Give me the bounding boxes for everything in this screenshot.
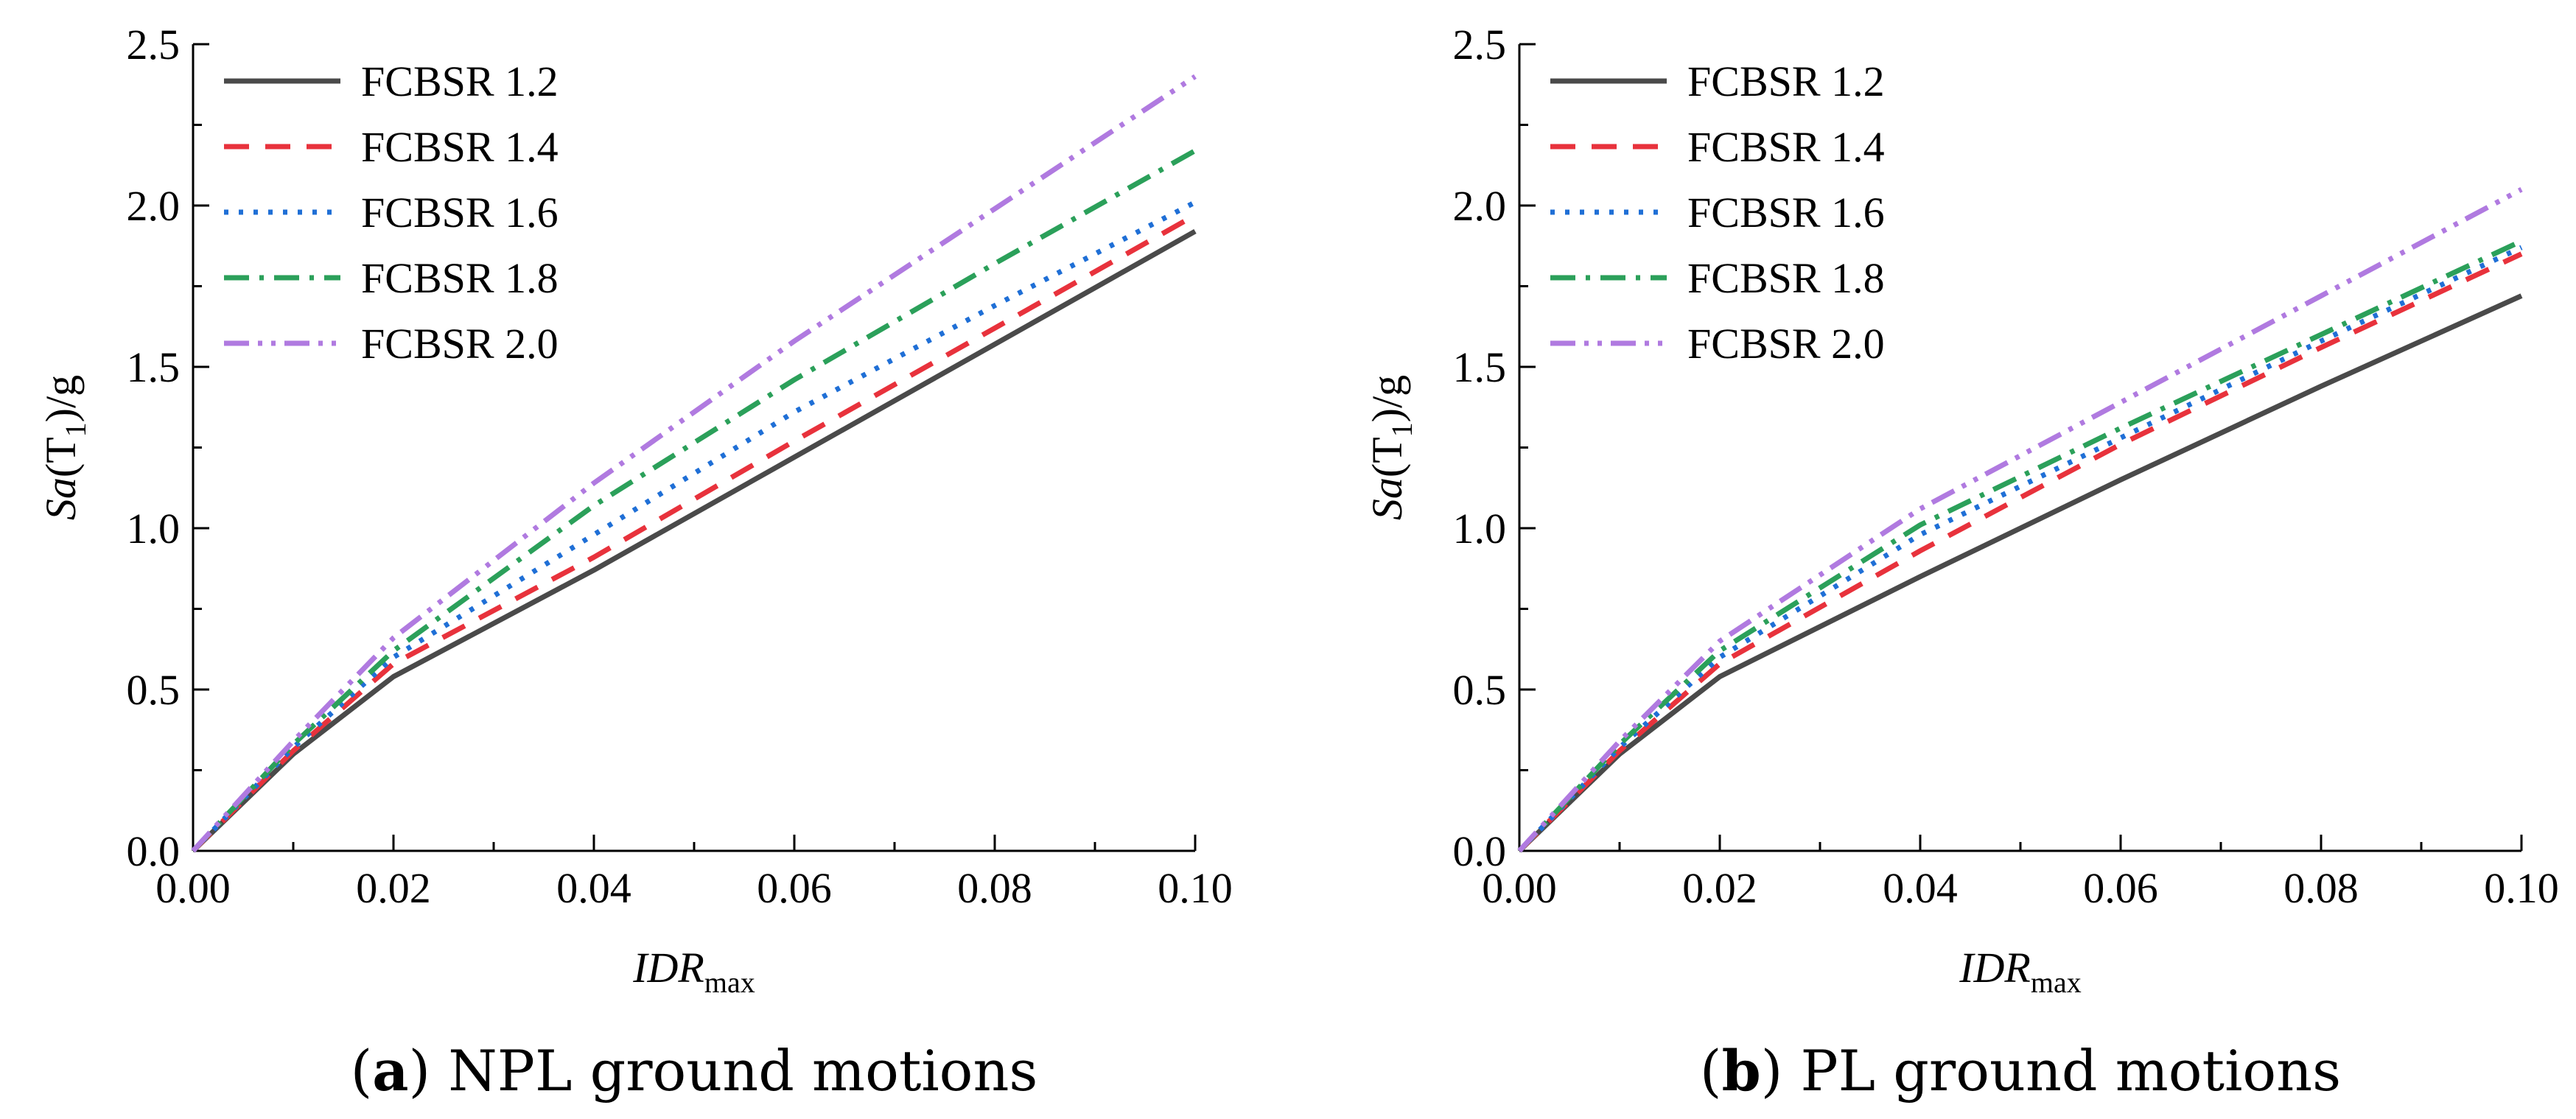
x-tick-label: 0.06 [757, 864, 832, 912]
series-line-fcbsr-1-6 [191, 200, 1197, 853]
y-tick-label: 0.0 [127, 827, 181, 875]
legend-label: FCBSR 2.0 [1687, 320, 1885, 368]
chart-panel-b: 0.00 0.02 0.04 0.06 0.08 0.10 0.0 0.5 1.0 1.5 2.0 2… [1363, 21, 2559, 1104]
y-tick-label: 2.5 [1453, 21, 1507, 69]
series-line-fcbsr-1-4 [191, 213, 1197, 853]
y-tick-label: 1.0 [1453, 505, 1507, 553]
y-tick-label: 1.5 [1453, 343, 1507, 391]
legend-label: FCBSR 1.4 [361, 123, 559, 171]
series-line-fcbsr-1-8 [1517, 239, 2523, 853]
x-tick-label: 0.06 [2083, 864, 2158, 912]
legend-label: FCBSR 1.2 [1687, 57, 1885, 105]
legend-label: FCBSR 1.6 [361, 189, 559, 236]
series-line-fcbsr-1-6 [1517, 245, 2523, 853]
legend-label: FCBSR 2.0 [361, 320, 559, 368]
legend-label: FCBSR 1.2 [361, 57, 559, 105]
x-tick-label: 0.00 [155, 864, 231, 912]
x-tick-label: 0.10 [2484, 864, 2559, 912]
y-axis-label: Sa(T1)/g [37, 375, 92, 520]
x-tick-label: 0.10 [1158, 864, 1233, 912]
x-tick-label: 0.02 [1682, 864, 1757, 912]
x-tick-label: 0.04 [556, 864, 631, 912]
panel-caption: (b) PL ground motions [1700, 1038, 2341, 1104]
series-line-fcbsr-2-0 [191, 74, 1197, 853]
x-axis-label: IDRmax [1959, 944, 2082, 999]
y-tick-label: 2.0 [1453, 182, 1507, 230]
x-tick-label: 0.08 [2283, 864, 2359, 912]
y-tick-label: 2.0 [127, 182, 181, 230]
y-tick-label: 1.5 [127, 343, 181, 391]
series-line-fcbsr-1-8 [191, 148, 1197, 853]
y-tick-label: 0.5 [1453, 666, 1507, 714]
panel-caption: (a) NPL ground motions [351, 1038, 1038, 1104]
legend-label: FCBSR 1.8 [361, 254, 559, 302]
y-tick-label: 2.5 [127, 21, 181, 69]
chart-panel-a: 0.00 0.02 0.04 0.06 0.08 0.10 0.0 0.5 1.0 1.5 2.0 2… [37, 21, 1233, 1104]
x-axis-label: IDRmax [632, 944, 755, 999]
x-tick-label: 0.08 [957, 864, 1032, 912]
y-tick-label: 0.0 [1453, 827, 1507, 875]
series-line-fcbsr-1-2 [191, 228, 1197, 853]
y-tick-label: 1.0 [127, 505, 181, 553]
x-tick-label: 0.04 [1883, 864, 1958, 912]
series-line-fcbsr-1-4 [1517, 251, 2523, 853]
legend-label: FCBSR 1.4 [1687, 123, 1885, 171]
series-line-fcbsr-2-0 [1517, 187, 2523, 853]
y-axis-label: Sa(T1)/g [1363, 375, 1418, 520]
legend-label: FCBSR 1.8 [1687, 254, 1885, 302]
y-tick-label: 0.5 [127, 666, 181, 714]
legend-label: FCBSR 1.6 [1687, 189, 1885, 236]
series-line-fcbsr-1-2 [1517, 293, 2523, 853]
x-tick-label: 0.00 [1482, 864, 1557, 912]
x-tick-label: 0.02 [356, 864, 431, 912]
